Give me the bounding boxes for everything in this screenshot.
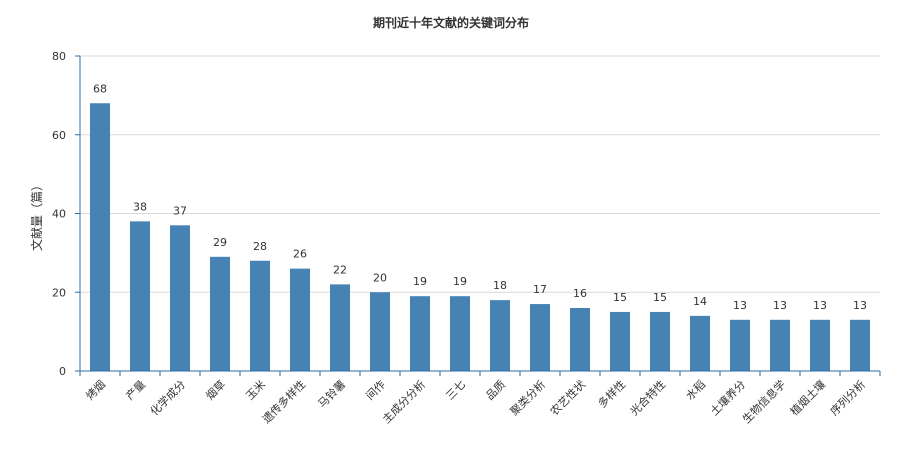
bar xyxy=(770,319,790,371)
x-tick-label: 农艺性状 xyxy=(547,377,588,418)
bar xyxy=(530,304,550,371)
bar xyxy=(370,292,390,371)
x-tick-label: 产量 xyxy=(123,377,148,402)
x-tick-label: 主成分分析 xyxy=(379,377,428,426)
bar xyxy=(650,311,670,371)
data-label: 13 xyxy=(733,299,747,312)
data-label: 18 xyxy=(493,279,507,292)
x-tick-label: 土壤养分 xyxy=(707,377,748,418)
x-tick-label: 三七 xyxy=(443,378,468,403)
bar xyxy=(170,225,190,371)
data-label: 68 xyxy=(93,82,107,95)
data-label: 26 xyxy=(293,248,307,261)
bar xyxy=(410,296,430,371)
y-tick-label: 20 xyxy=(52,286,66,299)
bar xyxy=(570,308,590,371)
y-tick-label: 0 xyxy=(59,365,66,378)
bars xyxy=(90,103,870,371)
data-label: 20 xyxy=(373,271,387,284)
bar xyxy=(610,311,630,371)
bar xyxy=(210,256,230,371)
x-tick-label: 化学成分 xyxy=(147,377,188,418)
x-tick-label: 植烟土壤 xyxy=(787,377,828,418)
data-label: 14 xyxy=(693,295,707,308)
data-label: 22 xyxy=(333,263,347,276)
y-tick-label: 60 xyxy=(52,129,66,142)
data-label: 29 xyxy=(213,236,227,249)
x-tick-label: 马铃薯 xyxy=(315,377,348,410)
data-label: 17 xyxy=(533,283,547,296)
bar xyxy=(130,221,150,371)
y-tick-label: 40 xyxy=(52,208,66,221)
x-tick-label: 多样性 xyxy=(595,377,628,410)
data-label: 28 xyxy=(253,240,267,253)
chart-title: 期刊近十年文献的关键词分布 xyxy=(373,15,529,30)
x-tick-label: 品质 xyxy=(483,378,508,403)
x-tick-label: 生物信息学 xyxy=(739,377,788,426)
data-label: 19 xyxy=(453,275,467,288)
bar xyxy=(730,319,750,371)
data-label: 15 xyxy=(653,291,667,304)
y-tick-label: 80 xyxy=(52,50,66,63)
data-label: 16 xyxy=(573,287,587,300)
data-label: 13 xyxy=(813,299,827,312)
bar xyxy=(810,319,830,371)
data-label: 19 xyxy=(413,275,427,288)
data-label: 13 xyxy=(853,299,867,312)
x-tick-label: 烤烟 xyxy=(83,377,108,402)
x-tick-label: 聚类分析 xyxy=(507,377,548,418)
gridlines xyxy=(80,55,880,293)
data-labels: 68 38 37 29 28 26 22 20 19 19 18 17 16 15 15 14 13 13 13 13 xyxy=(93,82,867,312)
bar xyxy=(690,315,710,371)
x-tick-label: 间作 xyxy=(363,378,388,403)
x-tick-label: 光合特性 xyxy=(627,377,668,418)
x-tick-label: 烟草 xyxy=(203,377,228,402)
x-tick-label: 序列分析 xyxy=(827,377,868,418)
data-label: 13 xyxy=(773,299,787,312)
x-axis-ticks: 烤烟 产量 化学成分 烟草 玉米遗传多样性 马铃薯 间作主成分分析 三七 品质 聚类分析 农艺性状多… xyxy=(79,371,881,426)
y-axis-label: 文献量（篇） xyxy=(29,179,44,251)
y-axis-ticks: 0 20 40 60 80 xyxy=(52,50,80,378)
data-label: 37 xyxy=(173,204,187,217)
x-tick-label: 玉米 xyxy=(243,378,268,403)
data-label: 15 xyxy=(613,291,627,304)
bar xyxy=(250,260,270,371)
x-tick-label: 遗传多样性 xyxy=(259,377,308,426)
x-tick-label: 水稻 xyxy=(683,378,708,403)
bar xyxy=(330,284,350,371)
bar xyxy=(290,268,310,371)
bar xyxy=(850,319,870,371)
data-label: 38 xyxy=(133,200,147,213)
bar xyxy=(490,300,510,371)
bar xyxy=(450,296,470,371)
bar xyxy=(90,103,110,371)
